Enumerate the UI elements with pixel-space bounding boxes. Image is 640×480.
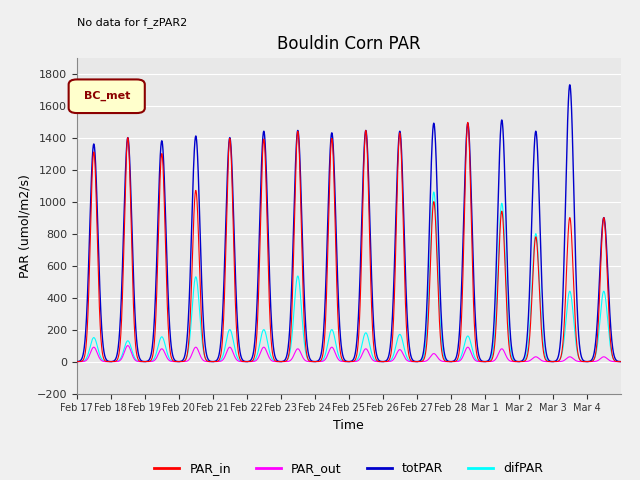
Legend: PAR_in, PAR_out, totPAR, difPAR: PAR_in, PAR_out, totPAR, difPAR (150, 457, 548, 480)
FancyBboxPatch shape (68, 80, 145, 113)
Text: No data for f_zPAR2: No data for f_zPAR2 (77, 17, 187, 28)
X-axis label: Time: Time (333, 419, 364, 432)
Y-axis label: PAR (umol/m2/s): PAR (umol/m2/s) (18, 174, 31, 277)
Title: Bouldin Corn PAR: Bouldin Corn PAR (277, 35, 420, 53)
Text: BC_met: BC_met (84, 91, 130, 101)
